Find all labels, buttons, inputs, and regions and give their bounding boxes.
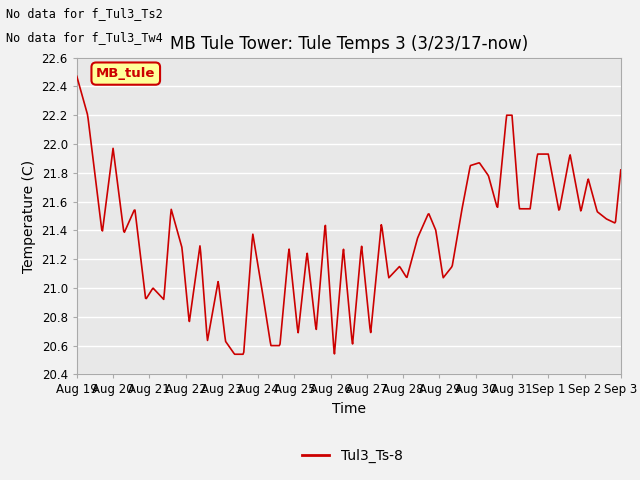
Text: No data for f_Tul3_Ts2: No data for f_Tul3_Ts2: [6, 7, 163, 20]
X-axis label: Time: Time: [332, 402, 366, 416]
Text: No data for f_Tul3_Tw4: No data for f_Tul3_Tw4: [6, 31, 163, 44]
Y-axis label: Temperature (C): Temperature (C): [22, 159, 36, 273]
Legend: Tul3_Ts-8: Tul3_Ts-8: [296, 443, 408, 468]
Title: MB Tule Tower: Tule Temps 3 (3/23/17-now): MB Tule Tower: Tule Temps 3 (3/23/17-now…: [170, 35, 528, 53]
Text: MB_tule: MB_tule: [96, 67, 156, 80]
